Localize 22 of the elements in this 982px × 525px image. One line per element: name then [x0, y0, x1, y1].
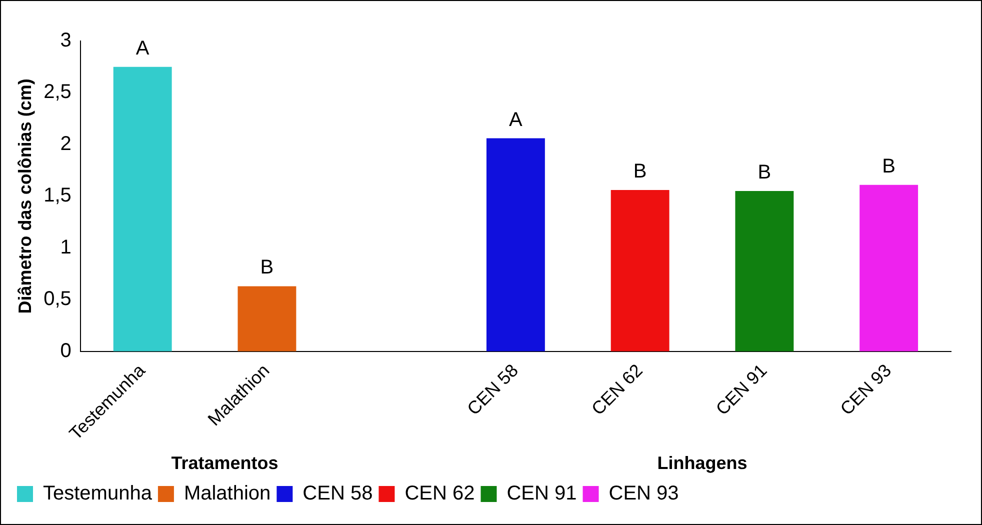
- data-label: A: [509, 108, 524, 131]
- data-label: B: [260, 256, 274, 279]
- legend-label: CEN 62: [404, 482, 475, 505]
- data-label: B: [882, 155, 896, 178]
- legend-label: CEN 91: [506, 482, 577, 505]
- y-tick-label: 1,5: [44, 184, 72, 207]
- text: Linhagens: [657, 452, 748, 473]
- y-tick-label: 1: [60, 236, 72, 258]
- y-tick-label: 0: [60, 340, 72, 362]
- y-tick-label: 2: [60, 132, 72, 155]
- legend-label: Malathion: [184, 482, 271, 505]
- data-label: B: [633, 160, 647, 182]
- data-label: B: [758, 162, 772, 184]
- y-axis-title: Diâmetro das colônias (cm): [14, 78, 35, 314]
- text: Tratamentos: [171, 452, 278, 473]
- data-label: A: [136, 37, 150, 60]
- legend-label: CEN 58: [302, 482, 373, 505]
- legend-label: CEN 93: [608, 482, 679, 505]
- y-tick-label: 0,5: [44, 288, 72, 310]
- y-tick-label: 3: [60, 30, 72, 52]
- legend-label: Testemunha: [43, 482, 153, 505]
- y-tick-label: 2,5: [44, 81, 72, 104]
